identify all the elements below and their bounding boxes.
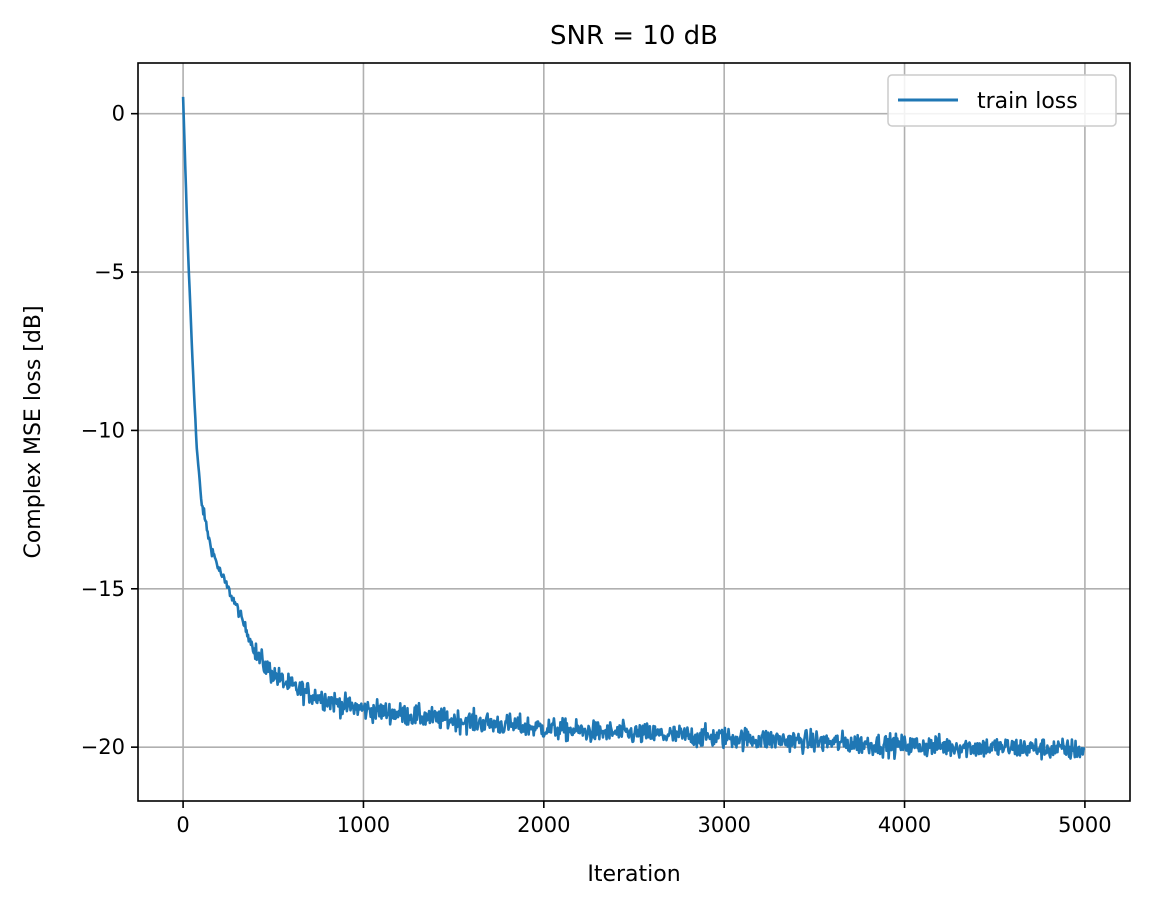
x-tick-label: 4000 [878,813,931,837]
train-loss-line [181,96,1086,761]
x-tick-label: 5000 [1058,813,1111,837]
y-axis-ticks: 0 −5 −10 −15 −20 [81,102,138,759]
y-tick-label: −15 [81,577,125,601]
y-axis-label: Complex MSE loss [dB] [21,305,46,558]
y-tick-label: −10 [81,418,125,442]
x-tick-label: 2000 [517,813,570,837]
grid [138,63,1130,801]
y-tick-label: −20 [81,735,125,759]
series-layer [181,96,1086,761]
x-tick-label: 3000 [697,813,750,837]
x-axis-label: Iteration [587,862,680,887]
chart-title: SNR = 10 dB [550,21,718,51]
y-tick-label: 0 [112,102,125,126]
x-axis-ticks: 0 1000 2000 3000 4000 5000 [176,801,1112,837]
legend-box [887,74,1117,127]
legend: train loss [887,74,1117,127]
plot-frame [137,62,1131,802]
y-tick-label: −5 [94,260,125,284]
x-tick-label: 0 [176,813,189,837]
legend-label: train loss [977,89,1078,114]
x-tick-label: 1000 [337,813,390,837]
